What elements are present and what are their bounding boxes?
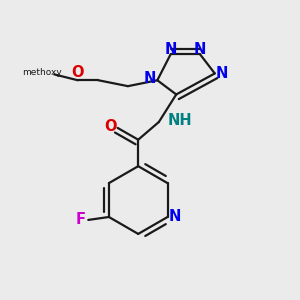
Text: N: N (164, 42, 177, 57)
Text: NH: NH (168, 113, 192, 128)
Text: N: N (169, 209, 181, 224)
Text: F: F (76, 212, 86, 227)
Text: N: N (216, 66, 228, 81)
Text: methoxy: methoxy (22, 68, 62, 77)
Text: N: N (144, 71, 156, 86)
Text: N: N (194, 42, 206, 57)
Text: O: O (72, 65, 84, 80)
Text: O: O (104, 119, 116, 134)
